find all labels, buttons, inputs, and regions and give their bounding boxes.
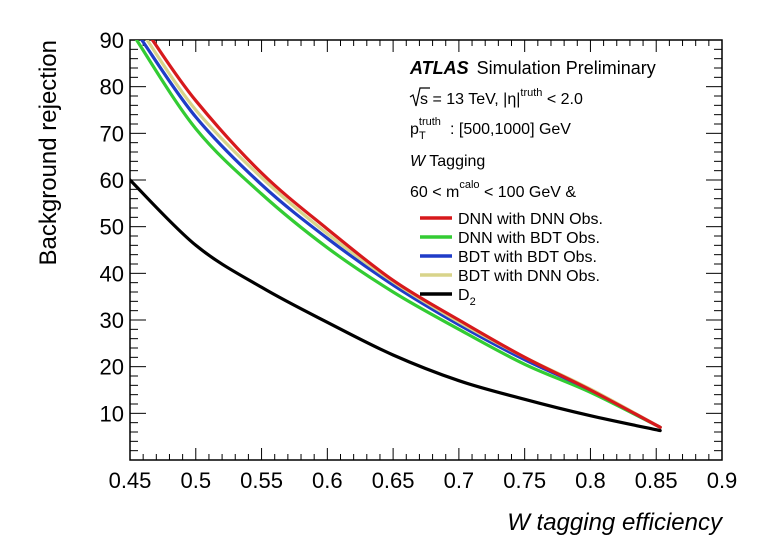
x-tick-label: 0.6 — [312, 468, 343, 493]
legend: DNN with DNN Obs. DNN with BDT Obs. BDT wi… — [420, 211, 603, 308]
y-tick-label: 30 — [100, 308, 124, 333]
x-tick-label: 0.45 — [109, 468, 152, 493]
energy-line: s = 13 TeV, |η|truth < 2.0 — [409, 87, 583, 108]
y-tick-label: 40 — [100, 261, 124, 286]
legend-label: DNN with BDT Obs. — [458, 230, 600, 247]
x-axis-label: W tagging efficiency — [507, 509, 724, 536]
annotation-block: ATLAS Simulation Preliminary s = 13 TeV, … — [409, 58, 656, 201]
plot-area — [129, 39, 723, 461]
x-tick-label: 0.55 — [240, 468, 283, 493]
legend-label: BDT with BDT Obs. — [458, 249, 597, 266]
w-tagging-text: W Tagging — [410, 153, 485, 170]
sqrt-icon — [409, 87, 430, 107]
x-tick-label: 0.8 — [575, 468, 606, 493]
x-tick-label: 0.75 — [503, 468, 546, 493]
atlas-label: ATLAS Simulation Preliminary — [409, 58, 656, 78]
y-tick-label: 50 — [100, 215, 124, 240]
x-tick-label: 0.9 — [707, 468, 738, 493]
pt-range-text: ptruth T: [500,1000] GeV — [410, 116, 571, 142]
y-tick-label: 20 — [100, 355, 124, 380]
energy-text: s = 13 TeV, |η|truth < 2.0 — [420, 87, 583, 108]
legend-label: DNN with DNN Obs. — [458, 211, 603, 228]
x-tick-label: 0.85 — [635, 468, 678, 493]
series-line-1 — [150, 40, 662, 429]
series-curves — [130, 40, 662, 433]
y-tick-label: 90 — [100, 28, 124, 53]
axis-ticks — [129, 39, 723, 460]
x-tick-label: 0.7 — [444, 468, 475, 493]
x-tick-label: 0.65 — [372, 468, 415, 493]
y-tick-label: 80 — [100, 75, 124, 100]
y-tick-label: 60 — [100, 168, 124, 193]
series-line-5 — [130, 178, 662, 433]
legend-label: BDT with DNN Obs. — [458, 268, 600, 285]
legend-label: D2 — [458, 287, 476, 308]
y-tick-labels: 10 20 30 40 50 60 70 80 90 — [100, 28, 124, 426]
mass-window-text: 60 < mcalo < 100 GeV & — [410, 179, 576, 201]
x-tick-label: 0.5 — [180, 468, 211, 493]
plot-frame — [129, 39, 723, 461]
series-line-2 — [135, 40, 662, 429]
x-tick-labels: 0.45 0.5 0.55 0.6 0.65 0.7 0.75 0.8 0.85 0.9 — [109, 468, 738, 493]
y-tick-label: 10 — [100, 401, 124, 426]
y-axis-label: Background rejection — [35, 40, 62, 265]
y-tick-label: 70 — [100, 121, 124, 146]
